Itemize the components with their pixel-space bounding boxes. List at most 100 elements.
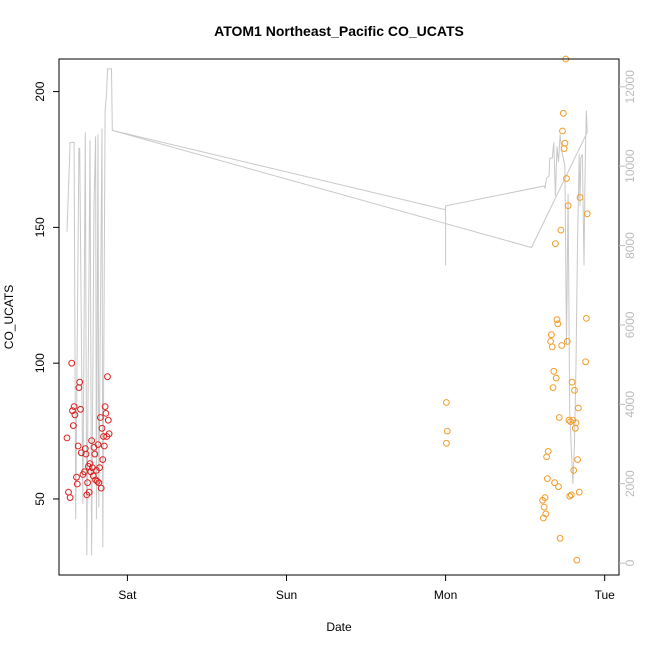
data-point-s1-6 xyxy=(69,422,77,430)
data-point-s1-7 xyxy=(70,403,78,411)
data-point-s1-40 xyxy=(99,456,107,464)
y-tick-label-200: 200 xyxy=(33,81,47,101)
data-point-s2-17 xyxy=(551,479,558,487)
data-point-s1-48 xyxy=(105,430,113,438)
data-point-s1-11 xyxy=(74,442,82,450)
data-point-s1-37 xyxy=(97,414,104,421)
data-point-s1-13 xyxy=(76,378,84,386)
data-point-s1-9 xyxy=(73,473,80,481)
data-point-s2-51 xyxy=(583,315,590,322)
data-point-s2-42 xyxy=(571,386,578,394)
data-point-s2-23 xyxy=(555,414,563,421)
x-tick-label-sat: Sat xyxy=(118,588,137,602)
data-point-s1-39 xyxy=(98,424,106,432)
data-point-s2-9 xyxy=(543,453,550,461)
series-line xyxy=(66,68,588,556)
data-point-s1-21 xyxy=(84,479,91,487)
x-tick-label-sun: Sun xyxy=(276,588,297,602)
data-point-s2-12 xyxy=(547,338,554,345)
y-tick-label-150: 150 xyxy=(33,217,47,237)
data-point-s2-29 xyxy=(560,145,568,153)
data-point-s2-41 xyxy=(570,467,578,474)
data-point-s2-19 xyxy=(552,374,560,382)
data-point-s1-38 xyxy=(97,484,105,492)
data-point-s1-47 xyxy=(104,416,112,424)
data-point-s2-33 xyxy=(563,338,571,345)
data-point-s2-48 xyxy=(575,488,583,496)
y2-tick-label-10000: 10000 xyxy=(623,149,637,183)
data-point-s2-24 xyxy=(556,534,564,542)
data-point-s1-1 xyxy=(63,434,71,442)
data-point-s1-36 xyxy=(96,464,103,472)
data-point-s2-34 xyxy=(564,202,572,210)
data-point-s2-27 xyxy=(559,127,566,135)
data-point-s2-52 xyxy=(583,210,591,218)
data-point-s1-35 xyxy=(95,479,103,487)
plot-area xyxy=(63,55,591,564)
data-point-s1-33 xyxy=(93,477,101,485)
data-point-s2-8 xyxy=(542,510,550,518)
data-point-s1-42 xyxy=(100,442,108,450)
data-point-s2-28 xyxy=(559,109,567,117)
y2-tick-label-6000: 6000 xyxy=(623,311,637,338)
data-point-s1-17 xyxy=(81,468,88,476)
data-point-s1-15 xyxy=(77,449,85,457)
data-point-s2-20 xyxy=(553,316,561,324)
y2-tick-label-0: 0 xyxy=(623,559,637,566)
y2-tick-label-4000: 4000 xyxy=(623,391,637,418)
data-point-s2-26 xyxy=(558,342,566,349)
data-point-s2-15 xyxy=(549,384,557,392)
y2-tick-label-8000: 8000 xyxy=(623,232,637,259)
data-point-s2-1 xyxy=(443,399,450,406)
data-point-s2-2 xyxy=(443,427,451,435)
data-point-s2-3 xyxy=(443,439,450,447)
data-point-s1-30 xyxy=(91,450,99,458)
data-point-s2-46 xyxy=(574,456,581,464)
right-axis: 0 2000 4000 6000 8000 10000 12000 xyxy=(619,70,637,566)
data-point-s2-49 xyxy=(576,194,584,201)
x-axis: Sat Sun Mon Tue xyxy=(118,575,615,602)
data-point-s2-14 xyxy=(548,343,556,351)
x-axis-label: Date xyxy=(326,620,352,634)
data-point-s2-22 xyxy=(555,483,562,491)
data-point-s1-19 xyxy=(82,450,90,458)
y2-tick-label-2000: 2000 xyxy=(623,470,637,497)
data-point-s2-35 xyxy=(565,416,573,424)
data-point-s2-47 xyxy=(575,404,582,412)
data-point-s2-13 xyxy=(548,331,555,339)
data-point-s2-6 xyxy=(540,503,548,511)
y-axis-label: CO_UCATS xyxy=(2,285,16,349)
data-point-s1-14 xyxy=(77,405,84,413)
x-tick-label-mon: Mon xyxy=(434,588,457,602)
data-point-s1-8 xyxy=(71,411,79,419)
y-tick-label-100: 100 xyxy=(33,353,47,373)
y2-tick-label-12000: 12000 xyxy=(623,70,637,104)
data-point-s2-36 xyxy=(566,492,574,500)
data-point-s1-26 xyxy=(88,437,95,445)
data-point-s2-32 xyxy=(563,175,570,182)
data-point-s2-30 xyxy=(561,139,569,147)
data-point-s1-10 xyxy=(73,480,81,488)
data-point-s2-11 xyxy=(544,448,552,455)
data-point-s1-23 xyxy=(85,488,93,496)
data-point-s2-21 xyxy=(554,320,562,328)
y-axis: 50 100 150 200 xyxy=(33,81,59,506)
data-point-s2-38 xyxy=(567,491,575,499)
data-point-s1-34 xyxy=(94,441,102,449)
data-point-s1-43 xyxy=(101,403,109,411)
data-point-s1-46 xyxy=(104,373,111,381)
data-point-s2-45 xyxy=(573,556,581,564)
data-point-s2-44 xyxy=(572,419,580,427)
y-tick-label-50: 50 xyxy=(33,492,47,506)
data-point-s2-10 xyxy=(544,475,551,483)
data-point-s2-16 xyxy=(550,367,558,375)
data-point-s2-7 xyxy=(541,494,549,502)
x-tick-label-tue: Tue xyxy=(595,588,616,602)
data-point-s2-25 xyxy=(557,226,565,234)
chart-title: ATOM1 Northeast_Pacific CO_UCATS xyxy=(214,23,464,39)
data-point-s1-3 xyxy=(66,494,74,502)
plot-frame xyxy=(58,58,620,576)
data-point-s1-44 xyxy=(102,410,110,417)
data-point-s2-39 xyxy=(568,378,576,386)
